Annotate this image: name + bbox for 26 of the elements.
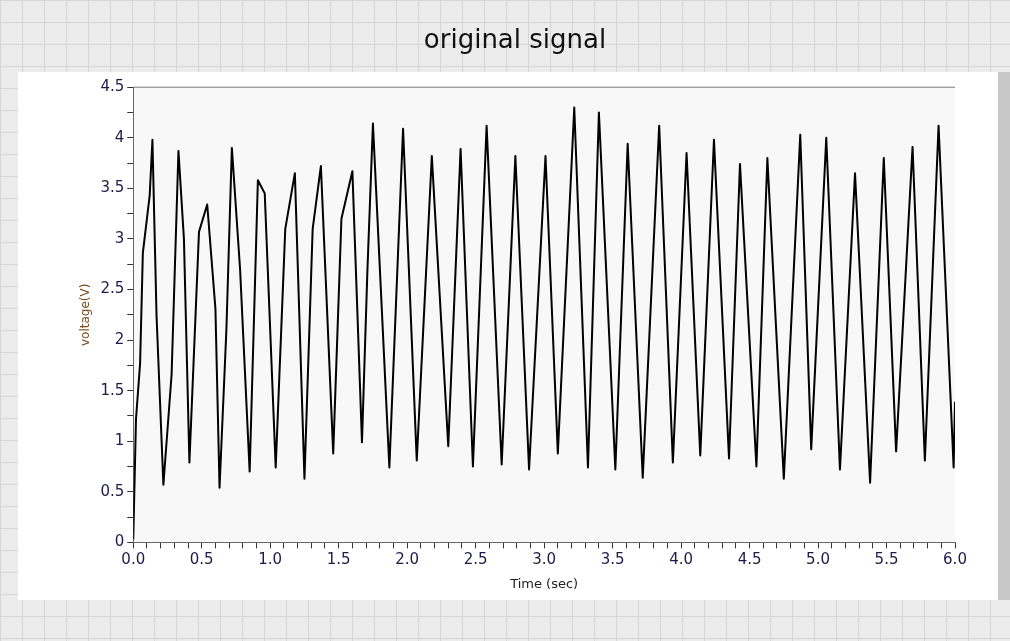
y-tick-label: 1.5 — [100, 380, 125, 399]
x-tick-label: 1.5 — [326, 550, 351, 569]
y-tick-label: 0.5 — [100, 481, 125, 500]
x-tick-label: 4.0 — [669, 550, 694, 569]
x-tick-label: 4.5 — [737, 550, 762, 569]
chart-title: original signal — [423, 24, 607, 55]
x-tick-label: 2.5 — [463, 550, 488, 569]
x-tick-label: 0.0 — [121, 550, 146, 569]
x-tick-label: 6.0 — [943, 550, 967, 569]
x-tick-label: 0.5 — [189, 550, 214, 569]
y-tick-label: 1 — [114, 431, 125, 450]
x-tick-label: 5.5 — [874, 550, 899, 569]
y-tick-label: 0 — [114, 532, 125, 551]
x-tick-label: 2.0 — [395, 550, 420, 569]
y-tick-label: 3 — [114, 228, 125, 247]
x-tick-label: 3.5 — [600, 550, 625, 569]
x-tick-label: 5.0 — [806, 550, 830, 569]
y-tick-label: 4.5 — [100, 77, 125, 96]
x-axis-title: Time (sec) — [509, 575, 579, 591]
y-axis-title: voltage(V) — [78, 283, 93, 347]
y-tick-label: 4 — [114, 127, 125, 146]
x-tick-label: 3.0 — [532, 550, 557, 569]
y-tick-label: 2.5 — [100, 279, 125, 298]
y-tick-label: 3.5 — [100, 178, 125, 197]
y-tick-label: 2 — [114, 329, 125, 348]
x-tick-label: 1.0 — [258, 550, 283, 569]
